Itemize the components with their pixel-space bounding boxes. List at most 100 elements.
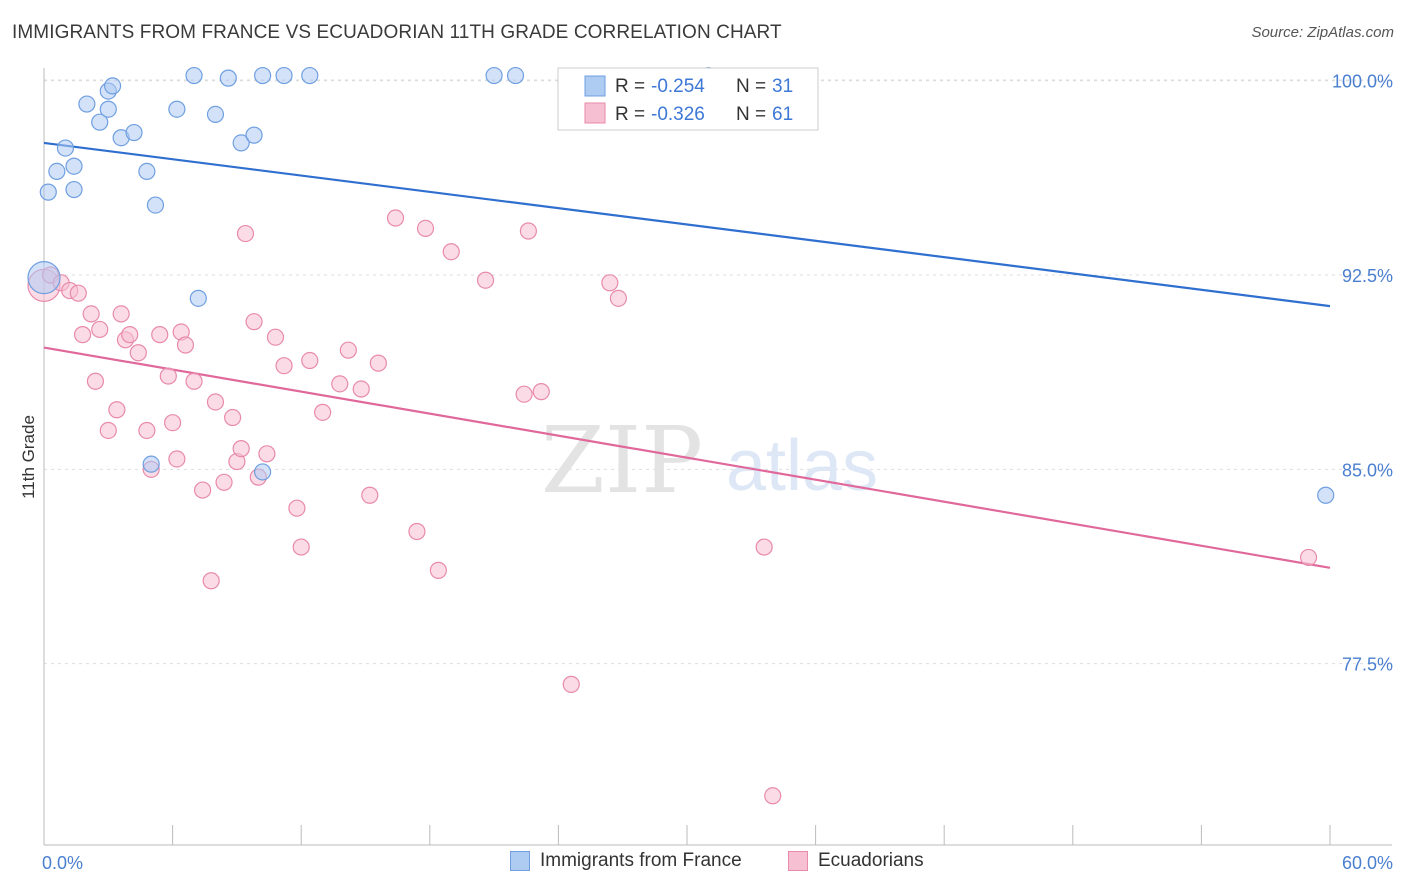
point-france-17 bbox=[219, 69, 237, 87]
point-ecuadorians-58 bbox=[764, 787, 782, 805]
point-france-30 bbox=[65, 180, 83, 199]
point-ecuadorians-6 bbox=[82, 305, 100, 323]
point-ecuadorians-18 bbox=[159, 367, 177, 385]
point-ecuadorians-48 bbox=[429, 561, 447, 579]
legend-label-france: Immigrants from France bbox=[540, 850, 742, 871]
legend-n-label-ecuadorians: N = bbox=[736, 104, 771, 125]
point-ecuadorians-23 bbox=[185, 372, 203, 390]
point-ecuadorians-43 bbox=[361, 486, 379, 504]
point-france-27 bbox=[254, 463, 272, 481]
y-tick-label-2: 85.0% bbox=[1342, 460, 1393, 480]
point-ecuadorians-55 bbox=[601, 274, 619, 292]
point-ecuadorians-44 bbox=[369, 354, 387, 372]
point-ecuadorians-45 bbox=[386, 209, 405, 227]
legend-n-value-ecuadorians: 61 bbox=[772, 104, 793, 125]
point-ecuadorians-57 bbox=[755, 538, 773, 556]
point-ecuadorians-37 bbox=[292, 538, 310, 556]
legend-item-ecuadorians[interactable]: Ecuadorians bbox=[788, 850, 924, 872]
point-ecuadorians-50 bbox=[476, 271, 495, 289]
legend-r-label-ecuadorians: R = bbox=[615, 104, 650, 125]
point-ecuadorians-11 bbox=[112, 305, 130, 323]
trend-line-ecuadorians bbox=[43, 346, 1331, 569]
legend-swatch-blue bbox=[510, 851, 530, 871]
point-ecuadorians-24 bbox=[194, 481, 212, 499]
legend-swatch-ecuadorians bbox=[584, 102, 606, 124]
point-ecuadorians-51 bbox=[515, 385, 533, 403]
point-france-11 bbox=[138, 162, 156, 181]
point-france-2 bbox=[48, 162, 66, 181]
point-ecuadorians-33 bbox=[258, 445, 276, 463]
point-ecuadorians-28 bbox=[224, 408, 242, 427]
data-points bbox=[27, 66, 1335, 805]
point-ecuadorians-30 bbox=[232, 440, 250, 458]
y-tick-label-3: 77.5% bbox=[1342, 655, 1393, 675]
point-france-15 bbox=[189, 289, 207, 307]
trend-lines bbox=[43, 141, 1331, 569]
point-ecuadorians-19 bbox=[164, 414, 182, 432]
watermark: ZIP atlas bbox=[541, 407, 878, 514]
point-ecuadorians-41 bbox=[339, 341, 357, 359]
x-tick-label-1: 60.0% bbox=[1342, 853, 1393, 873]
point-ecuadorians-14 bbox=[129, 344, 147, 362]
point-france-6 bbox=[91, 113, 109, 131]
x-tick-labels: 0.0% 60.0% bbox=[42, 853, 1393, 873]
point-ecuadorians-35 bbox=[275, 357, 293, 375]
point-france-26 bbox=[142, 455, 160, 473]
point-france-24 bbox=[506, 66, 525, 85]
point-france-0 bbox=[27, 261, 61, 295]
point-ecuadorians-8 bbox=[91, 320, 109, 339]
point-france-28 bbox=[1317, 486, 1335, 504]
point-france-21 bbox=[275, 66, 293, 85]
legend-item-france[interactable]: Immigrants from France bbox=[510, 850, 742, 872]
watermark-zip: ZIP bbox=[541, 407, 703, 514]
point-france-18 bbox=[232, 134, 250, 152]
point-ecuadorians-36 bbox=[288, 499, 306, 517]
point-ecuadorians-22 bbox=[176, 336, 195, 354]
point-ecuadorians-47 bbox=[416, 219, 435, 237]
point-france-13 bbox=[168, 100, 186, 118]
y-tick-label-1: 92.5% bbox=[1342, 266, 1393, 286]
point-france-1 bbox=[39, 183, 57, 201]
point-france-12 bbox=[146, 196, 165, 214]
point-ecuadorians-20 bbox=[168, 450, 186, 468]
point-ecuadorians-15 bbox=[138, 421, 156, 440]
point-ecuadorians-56 bbox=[609, 289, 628, 307]
point-france-14 bbox=[185, 66, 203, 85]
point-france-29 bbox=[99, 100, 117, 118]
point-ecuadorians-40 bbox=[331, 375, 349, 393]
y-tick-label-0: 100.0% bbox=[1332, 72, 1393, 92]
point-ecuadorians-34 bbox=[266, 328, 285, 346]
legend-n-label-france: N = bbox=[736, 76, 771, 97]
legend-swatch-pink bbox=[788, 851, 808, 871]
legend-n-value-france: 31 bbox=[772, 76, 793, 97]
point-ecuadorians-4 bbox=[69, 284, 87, 302]
x-tick-label-0: 0.0% bbox=[42, 853, 83, 873]
series-legend: Immigrants from France Ecuadorians bbox=[0, 850, 1406, 880]
source-credit: Source: ZipAtlas.com bbox=[1251, 24, 1394, 41]
point-ecuadorians-52 bbox=[519, 222, 537, 240]
point-france-10 bbox=[125, 123, 143, 142]
point-ecuadorians-5 bbox=[73, 326, 92, 344]
point-ecuadorians-26 bbox=[206, 393, 225, 411]
point-france-5 bbox=[78, 95, 96, 113]
point-ecuadorians-27 bbox=[215, 473, 233, 491]
point-ecuadorians-31 bbox=[245, 313, 263, 331]
point-ecuadorians-7 bbox=[86, 372, 105, 390]
point-ecuadorians-59 bbox=[1299, 548, 1318, 567]
y-tick-labels: 100.0% 92.5% 85.0% 77.5% bbox=[1332, 72, 1393, 675]
point-ecuadorians-25 bbox=[202, 572, 220, 590]
legend-r-value-france: -0.254 bbox=[651, 76, 705, 97]
point-ecuadorians-38 bbox=[301, 351, 319, 370]
point-france-3 bbox=[56, 139, 75, 157]
point-ecuadorians-9 bbox=[99, 421, 117, 440]
point-france-8 bbox=[103, 77, 122, 95]
trend-line-france bbox=[43, 141, 1331, 308]
point-france-19 bbox=[245, 126, 263, 144]
point-ecuadorians-42 bbox=[352, 380, 370, 398]
point-france-20 bbox=[254, 66, 272, 85]
legend-r-label-france: R = bbox=[615, 76, 650, 97]
point-ecuadorians-17 bbox=[151, 326, 169, 344]
point-ecuadorians-49 bbox=[442, 243, 460, 261]
point-ecuadorians-60 bbox=[236, 224, 255, 243]
